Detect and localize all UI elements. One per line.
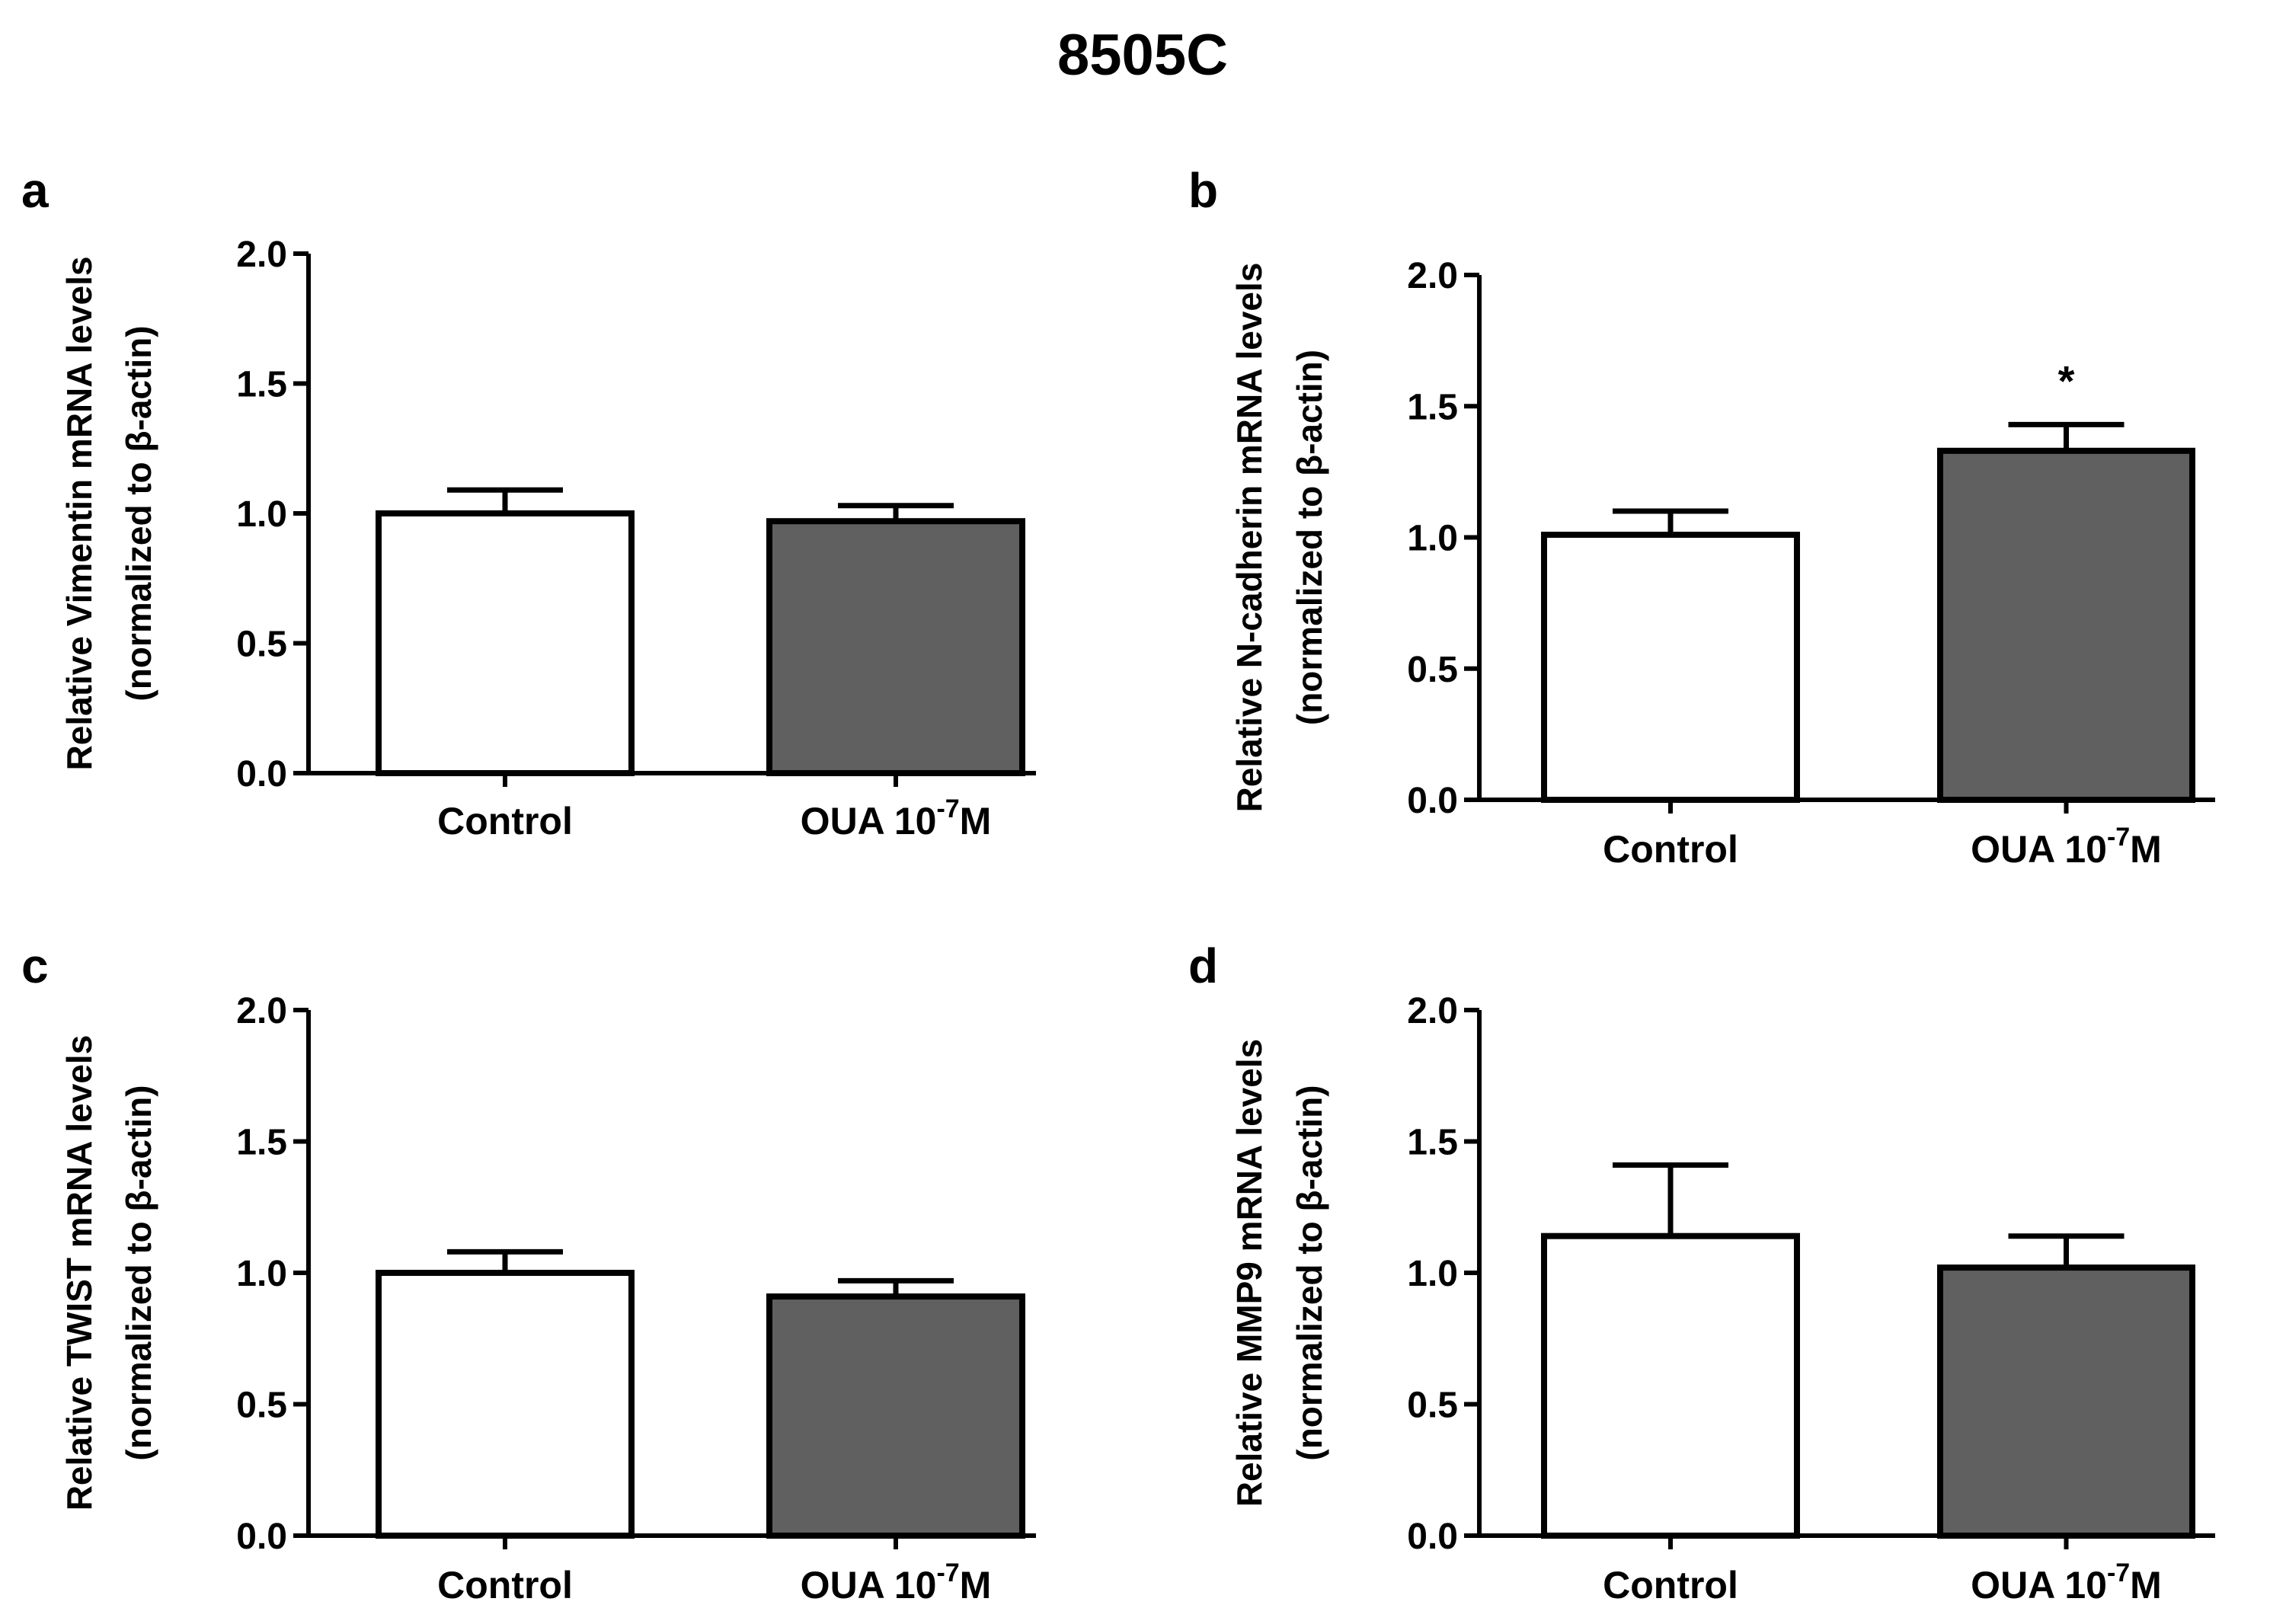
y-tick-label: 0.5 bbox=[1407, 650, 1458, 690]
x-tick-label: OUA 10-7M bbox=[801, 1558, 992, 1606]
y-axis-label-sub: (normalized to β-actin) bbox=[1290, 1085, 1329, 1460]
y-tick-label: 0.0 bbox=[236, 754, 287, 794]
y-tick-label: 1.5 bbox=[236, 1123, 287, 1163]
y-tick-label: 1.5 bbox=[1407, 1123, 1458, 1163]
bar-control bbox=[376, 510, 635, 776]
y-tick-label: 2.0 bbox=[236, 235, 287, 275]
x-tick-label: Control bbox=[1603, 828, 1738, 871]
y-axis-label-sub: (normalized to β-actin) bbox=[119, 1085, 158, 1460]
figure-title: 8505C bbox=[1057, 23, 1228, 88]
panel-letter-b: b bbox=[1188, 163, 1218, 218]
y-tick-label: 1.5 bbox=[236, 365, 287, 405]
panel-letter-c: c bbox=[21, 938, 49, 993]
y-tick-label: 0.0 bbox=[1407, 1517, 1458, 1557]
bar-oua bbox=[1937, 447, 2195, 803]
y-tick-label: 2.0 bbox=[1407, 991, 1458, 1031]
significance-marker: * bbox=[2058, 356, 2075, 404]
x-tick-label: Control bbox=[437, 1564, 573, 1606]
x-tick-label: OUA 10-7M bbox=[1971, 1558, 2162, 1606]
panel-letter-d: d bbox=[1188, 938, 1218, 993]
y-tick-label: 1.0 bbox=[236, 1254, 287, 1294]
panel-c: c Relative TWIST mRNA levels (normalized t… bbox=[21, 938, 1036, 1606]
y-axis-label: Relative Vimentin mRNA levels bbox=[59, 257, 99, 771]
x-tick-label: OUA 10-7M bbox=[801, 794, 992, 842]
panel-letter-a: a bbox=[21, 163, 49, 218]
bar-control bbox=[376, 1270, 635, 1539]
y-axis-label: Relative N-cadherin mRNA levels bbox=[1229, 263, 1269, 813]
y-tick-label: 0.5 bbox=[1407, 1386, 1458, 1426]
y-tick-label: 2.0 bbox=[1407, 256, 1458, 296]
bar-oua bbox=[766, 518, 1025, 776]
bar-oua bbox=[1937, 1264, 2195, 1539]
bar-control bbox=[1541, 532, 1800, 803]
y-axis-label: Relative TWIST mRNA levels bbox=[59, 1035, 99, 1511]
y-tick-label: 1.0 bbox=[1407, 1254, 1458, 1294]
y-tick-label: 1.5 bbox=[1407, 387, 1458, 427]
panel-b: b Relative N-cadherin mRNA levels (normali… bbox=[1188, 163, 2215, 871]
bar-oua bbox=[766, 1293, 1025, 1539]
y-tick-label: 0.0 bbox=[1407, 781, 1458, 821]
y-tick-label: 0.5 bbox=[236, 625, 287, 665]
y-axis-label-sub: (normalized to β-actin) bbox=[119, 325, 158, 701]
y-tick-label: 0.0 bbox=[236, 1517, 287, 1557]
panel-d: d Relative MMP9 mRNA levels (normalized to… bbox=[1188, 938, 2215, 1606]
y-tick-label: 0.5 bbox=[236, 1386, 287, 1426]
y-tick-label: 1.0 bbox=[236, 494, 287, 535]
y-tick-label: 1.0 bbox=[1407, 519, 1458, 559]
y-tick-label: 2.0 bbox=[236, 991, 287, 1031]
y-axis-label-sub: (normalized to β-actin) bbox=[1290, 350, 1329, 725]
x-tick-label: OUA 10-7M bbox=[1971, 823, 2162, 871]
x-tick-label: Control bbox=[437, 800, 573, 842]
bar-control bbox=[1541, 1232, 1800, 1539]
x-tick-label: Control bbox=[1603, 1564, 1738, 1606]
y-axis-label: Relative MMP9 mRNA levels bbox=[1229, 1039, 1269, 1507]
